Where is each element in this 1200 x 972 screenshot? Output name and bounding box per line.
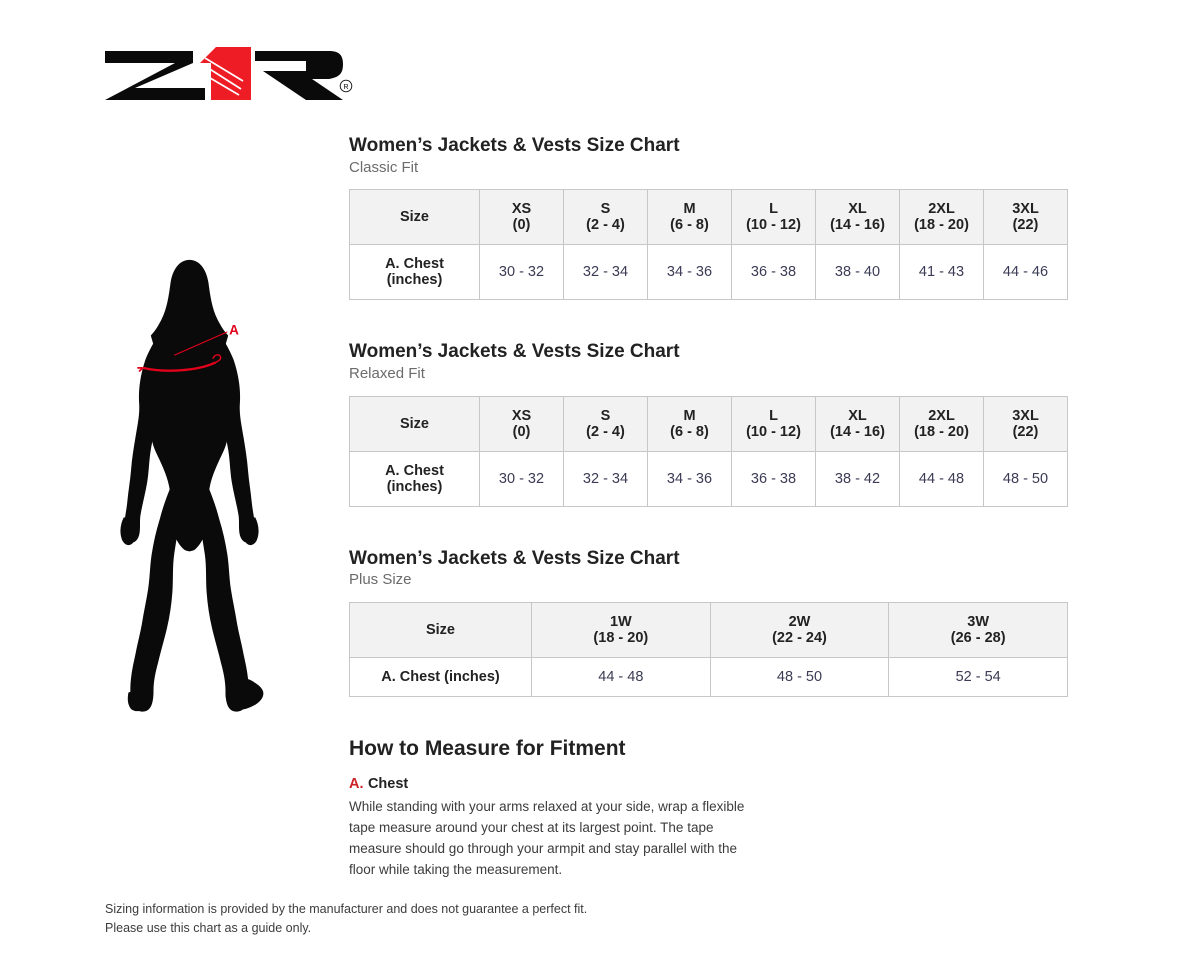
svg-text:A: A	[229, 323, 239, 338]
svg-text:R: R	[343, 84, 348, 91]
